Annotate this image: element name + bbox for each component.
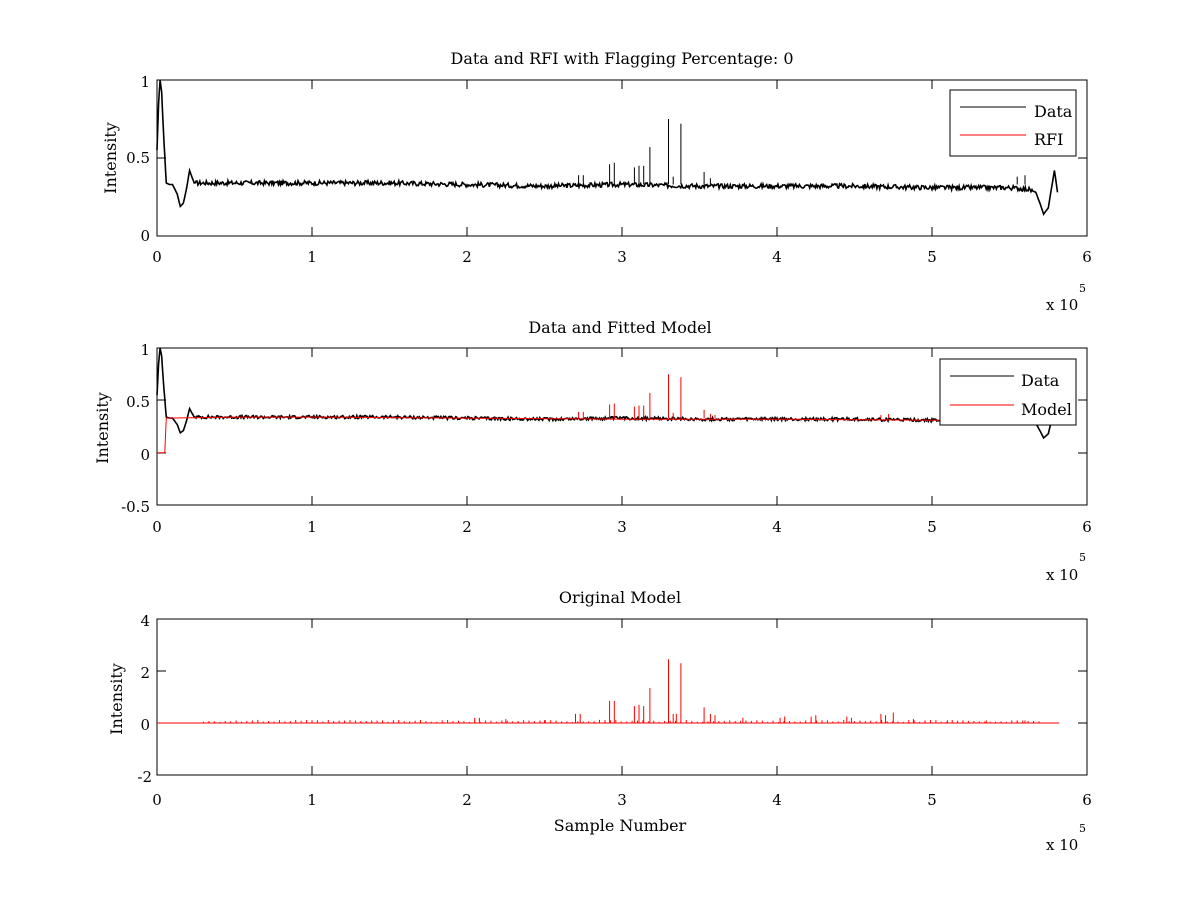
panel-original: Original Model Intensity 0 1 2 3 4 5 6 -…: [107, 588, 1092, 854]
legend-box: [949, 89, 1077, 157]
x-tick-label: 0: [152, 518, 162, 536]
y-tick-label: 2: [140, 664, 150, 682]
legend: Data RFI: [949, 89, 1077, 157]
x-tick-label: 6: [1082, 248, 1092, 266]
x-tick-label: 3: [617, 248, 627, 266]
y-tick-label: 0.5: [126, 149, 150, 167]
legend-label-model: Model: [1021, 400, 1072, 419]
legend: Data Model: [939, 358, 1077, 426]
x-tick-label: 1: [307, 791, 317, 809]
x-multiplier: x 10: [1046, 296, 1078, 314]
y-tick-label: 0.5: [126, 393, 150, 411]
x-tick-label: 5: [927, 518, 937, 536]
x-tick-label: 0: [152, 791, 162, 809]
x-multiplier-exponent: 5: [1079, 551, 1086, 564]
y-tick-label: 0: [140, 716, 150, 734]
series-line-data: [156, 79, 1059, 217]
legend-label-data: Data: [1021, 371, 1060, 390]
x-tick-label: 1: [307, 248, 317, 266]
y-tick-label: 0: [140, 227, 150, 245]
x-tick-label: 2: [462, 791, 472, 809]
axes-box: [156, 347, 1088, 506]
x-tick-label: 3: [617, 791, 627, 809]
axes-ticks: [156, 618, 1088, 776]
chart-title: Original Model: [559, 588, 681, 607]
chart-title: Data and Fitted Model: [528, 318, 711, 337]
axes-ticks: [156, 79, 1088, 237]
x-multiplier: x 10: [1046, 836, 1078, 854]
y-tick-label: 1: [140, 73, 150, 91]
panel-fitted: Data and Fitted Model Intensity 0 1 2 3 …: [93, 318, 1092, 584]
y-axis-label: Intensity: [101, 122, 120, 194]
x-tick-label: 1: [307, 518, 317, 536]
x-tick-label: 3: [617, 518, 627, 536]
plot-area: [156, 347, 1059, 454]
y-tick-label: -2: [137, 768, 152, 786]
x-tick-label: 0: [152, 248, 162, 266]
x-multiplier-exponent: 5: [1079, 822, 1086, 835]
x-tick-label: 5: [927, 248, 937, 266]
y-axis-label: Intensity: [107, 663, 126, 735]
x-tick-label: 4: [772, 248, 782, 266]
x-tick-label: 4: [772, 791, 782, 809]
x-multiplier-exponent: 5: [1079, 282, 1086, 295]
legend-box: [939, 358, 1077, 426]
axes-box: [156, 79, 1088, 237]
plot-area: [157, 659, 1060, 724]
y-tick-label: 1: [140, 341, 150, 359]
chart-title: Data and RFI with Flagging Percentage: 0: [450, 49, 793, 68]
x-tick-label: 2: [462, 518, 472, 536]
x-tick-label: 4: [772, 518, 782, 536]
y-tick-label: 4: [140, 612, 150, 630]
panel-rfi: Data and RFI with Flagging Percentage: 0…: [101, 49, 1092, 314]
x-multiplier: x 10: [1046, 566, 1078, 584]
x-tick-label: 6: [1082, 518, 1092, 536]
x-axis-label: Sample Number: [554, 816, 687, 835]
x-tick-label: 6: [1082, 791, 1092, 809]
x-tick-label: 5: [927, 791, 937, 809]
x-tick-label: 2: [462, 248, 472, 266]
plot-area: [156, 79, 1059, 217]
axes-box: [156, 618, 1088, 776]
y-axis-label: Intensity: [93, 392, 112, 464]
legend-label-rfi: RFI: [1034, 130, 1063, 149]
y-tick-label: -0.5: [121, 498, 150, 516]
y-tick-label: 0: [140, 446, 150, 464]
series-line-model: [157, 416, 1010, 454]
legend-label-data: Data: [1034, 102, 1073, 121]
axes-ticks: [156, 347, 1088, 506]
